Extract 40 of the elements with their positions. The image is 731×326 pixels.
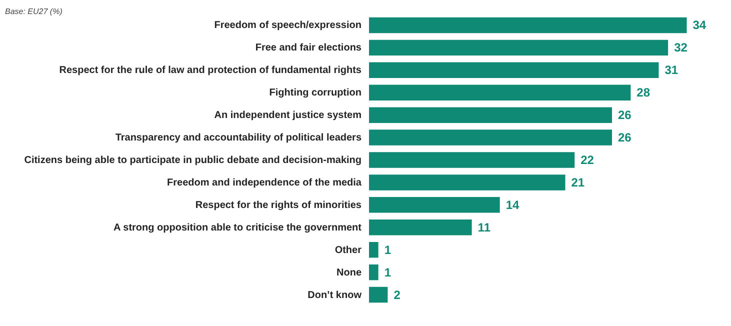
data-label: 21 bbox=[571, 175, 585, 190]
text: Base: EU27 (%) bbox=[5, 7, 63, 16]
y-tick-label: Respect for the rights of minorities bbox=[195, 200, 362, 211]
data-label: 31 bbox=[664, 63, 678, 78]
bar bbox=[369, 17, 687, 34]
y-tick-label: Citizens being able to participate in public debate and decision-making bbox=[24, 155, 362, 166]
y-tick-label: Don’t know bbox=[308, 290, 362, 301]
data-label: 28 bbox=[636, 86, 650, 100]
y-tick-label: None bbox=[336, 267, 362, 278]
bar bbox=[369, 62, 659, 78]
y-tick-label: Transparency and accountability of political leaders bbox=[115, 132, 362, 144]
y-tick-label: Respect for the rule of law and protection of fundamental rights bbox=[59, 65, 362, 76]
y-tick-label: Freedom of speech/expression bbox=[214, 20, 362, 32]
y-tick-label: An independent justice system bbox=[214, 110, 362, 122]
data-label: 34 bbox=[692, 18, 706, 32]
bar bbox=[369, 197, 500, 213]
y-tick-label: Freedom and independence of the media bbox=[167, 177, 362, 188]
data-label: 11 bbox=[478, 220, 491, 234]
data-label: 32 bbox=[674, 40, 688, 55]
data-label: 14 bbox=[506, 198, 520, 212]
bar bbox=[369, 242, 378, 258]
data-label: 26 bbox=[618, 130, 632, 145]
bar bbox=[369, 130, 612, 146]
bar bbox=[369, 107, 612, 123]
bar bbox=[369, 40, 668, 56]
bar bbox=[369, 286, 388, 303]
bar bbox=[369, 152, 575, 168]
bar bbox=[369, 264, 378, 280]
data-label: 1 bbox=[384, 265, 392, 280]
y-tick-label: Other bbox=[334, 244, 362, 256]
y-tick-label: Fighting corruption bbox=[269, 88, 362, 99]
data-label: 2 bbox=[394, 288, 401, 302]
y-tick-label: Free and fair elections bbox=[255, 42, 362, 54]
y-tick-label: A strong opposition able to criticise the government bbox=[114, 222, 362, 234]
data-label: 1 bbox=[384, 242, 392, 257]
bar bbox=[369, 84, 631, 100]
bar bbox=[369, 220, 472, 236]
data-label: 26 bbox=[618, 108, 632, 122]
data-label: 22 bbox=[580, 153, 594, 167]
bar bbox=[369, 174, 566, 190]
